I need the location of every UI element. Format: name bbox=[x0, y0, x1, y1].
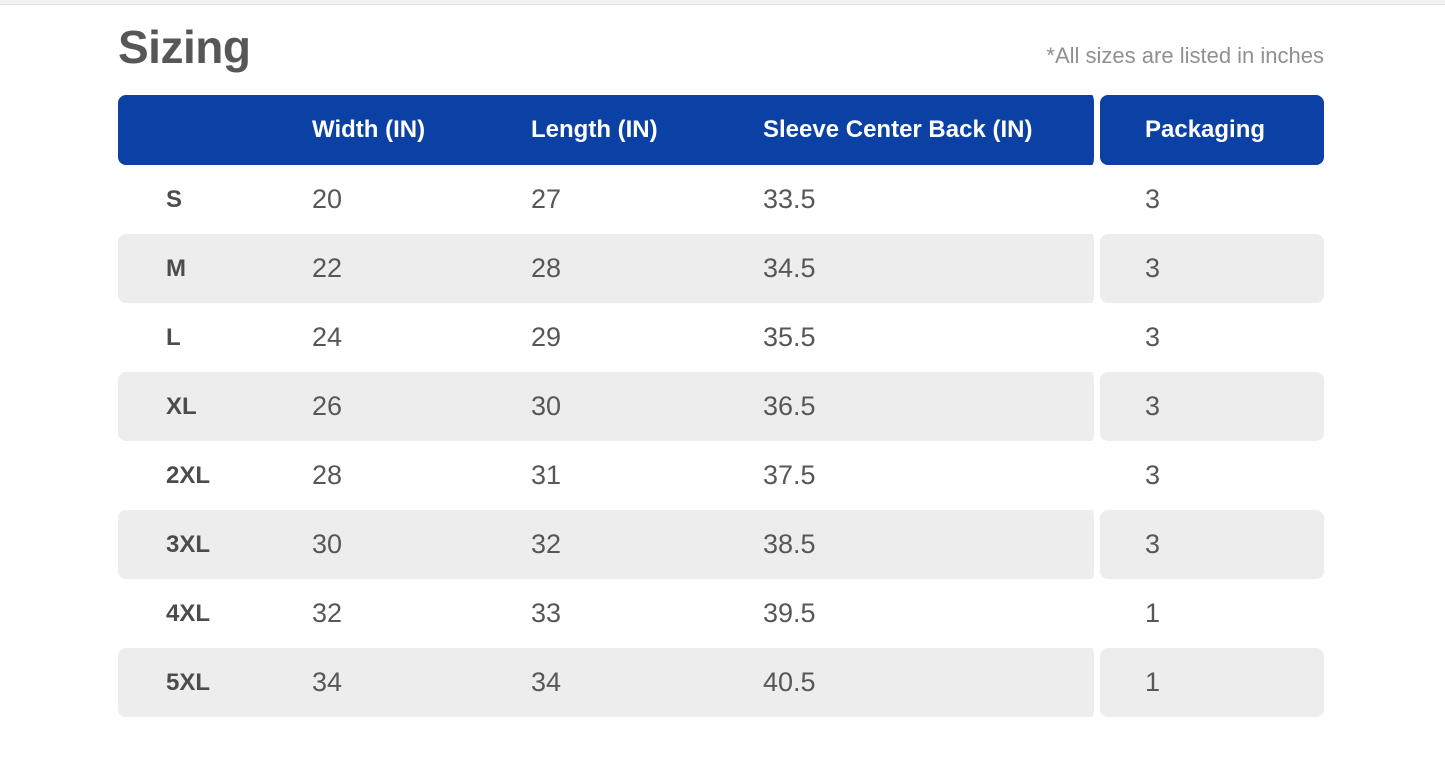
width-value-cell: 28 bbox=[312, 460, 343, 490]
sleeve-value-cell: 37.5 bbox=[745, 441, 1100, 510]
packaging-value-cell: 1 bbox=[1100, 648, 1324, 717]
packaging-value-cell: 3 bbox=[1145, 184, 1161, 214]
sleeve-value-cell: 39.5 bbox=[745, 579, 1100, 648]
width-value-cell: 32 bbox=[312, 598, 343, 628]
size-label-cell: S bbox=[166, 185, 183, 213]
width-value-cell: 20 bbox=[312, 184, 343, 214]
width-value-cell: 34 bbox=[294, 648, 513, 717]
table-row: M 22 28 34.5 3 bbox=[118, 234, 1324, 303]
top-divider bbox=[0, 0, 1445, 5]
size-label-cell: L bbox=[166, 323, 181, 351]
sleeve-value-cell: 36.5 bbox=[745, 372, 1100, 441]
table-row: L 24 29 35.5 3 bbox=[118, 303, 1324, 372]
sleeve-value-cell: 34.5 bbox=[745, 234, 1100, 303]
column-header-packaging: Packaging bbox=[1100, 95, 1324, 165]
size-label-cell: XL bbox=[118, 372, 294, 441]
table-row: 5XL 34 34 40.5 1 bbox=[118, 648, 1324, 717]
sizing-section: Sizing *All sizes are listed in inches W… bbox=[118, 19, 1324, 717]
column-header-width: Width (IN) bbox=[294, 95, 513, 165]
packaging-value-cell: 3 bbox=[1100, 510, 1324, 579]
sizing-table: Width (IN) Length (IN) Sleeve Center Bac… bbox=[118, 95, 1324, 717]
sleeve-value-cell: 40.5 bbox=[745, 648, 1100, 717]
length-value-cell: 32 bbox=[513, 510, 745, 579]
table-row: S 20 27 33.5 3 bbox=[118, 165, 1324, 234]
size-label-cell: 5XL bbox=[118, 648, 294, 717]
table-row: XL 26 30 36.5 3 bbox=[118, 372, 1324, 441]
sleeve-value-cell: 33.5 bbox=[745, 165, 1100, 234]
table-row: 3XL 30 32 38.5 3 bbox=[118, 510, 1324, 579]
column-header-length: Length (IN) bbox=[513, 95, 745, 165]
packaging-value-cell: 3 bbox=[1100, 372, 1324, 441]
width-value-cell: 30 bbox=[294, 510, 513, 579]
sleeve-value-cell: 35.5 bbox=[745, 303, 1100, 372]
sizing-table-body: S 20 27 33.5 3 M 22 28 34.5 3 L 24 29 35.5 3 XL 26 30 36.5… bbox=[118, 165, 1324, 717]
sleeve-value-cell: 38.5 bbox=[745, 510, 1100, 579]
table-row: 2XL 28 31 37.5 3 bbox=[118, 441, 1324, 510]
length-value-cell: 29 bbox=[531, 322, 562, 352]
length-value-cell: 30 bbox=[513, 372, 745, 441]
width-value-cell: 24 bbox=[312, 322, 343, 352]
column-header-size bbox=[118, 95, 294, 165]
size-label-cell: M bbox=[118, 234, 294, 303]
width-value-cell: 26 bbox=[294, 372, 513, 441]
length-value-cell: 34 bbox=[513, 648, 745, 717]
size-label-cell: 2XL bbox=[166, 461, 211, 489]
packaging-value-cell: 3 bbox=[1100, 234, 1324, 303]
packaging-value-cell: 3 bbox=[1145, 322, 1161, 352]
table-header-row: Width (IN) Length (IN) Sleeve Center Bac… bbox=[118, 95, 1324, 165]
size-label-cell: 4XL bbox=[166, 599, 211, 627]
page-root: Sizing *All sizes are listed in inches W… bbox=[0, 0, 1445, 717]
length-value-cell: 27 bbox=[531, 184, 562, 214]
size-label-cell: 3XL bbox=[118, 510, 294, 579]
packaging-value-cell: 1 bbox=[1145, 598, 1161, 628]
packaging-value-cell: 3 bbox=[1145, 460, 1161, 490]
page-title: Sizing bbox=[118, 21, 251, 73]
sizing-note: *All sizes are listed in inches bbox=[1046, 43, 1324, 68]
table-row: 4XL 32 33 39.5 1 bbox=[118, 579, 1324, 648]
length-value-cell: 28 bbox=[513, 234, 745, 303]
length-value-cell: 31 bbox=[531, 460, 562, 490]
title-row: Sizing *All sizes are listed in inches bbox=[118, 19, 1324, 75]
column-header-sleeve-center-back: Sleeve Center Back (IN) bbox=[745, 95, 1100, 165]
width-value-cell: 22 bbox=[294, 234, 513, 303]
length-value-cell: 33 bbox=[531, 598, 562, 628]
